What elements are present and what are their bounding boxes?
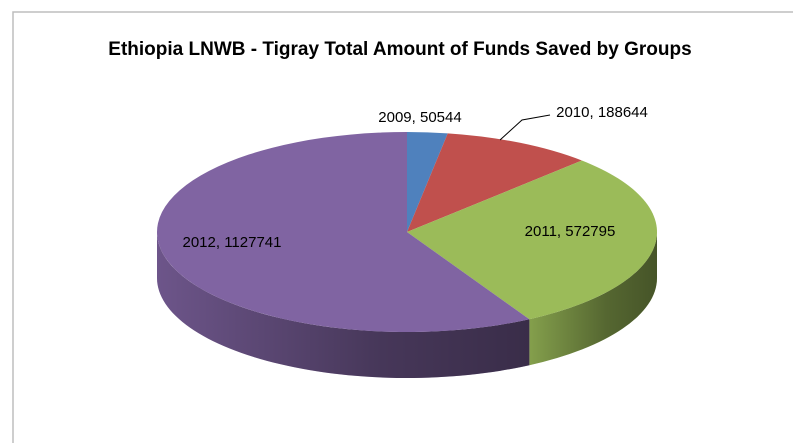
- pie-slice: [407, 160, 657, 320]
- pie-side-shade: [529, 232, 657, 366]
- pie-slice: [407, 132, 448, 232]
- data-label: 2009, 50544: [378, 109, 461, 126]
- chart-border: [12, 11, 793, 443]
- pie-side-shade: [157, 232, 530, 378]
- pie-slice: [157, 132, 530, 332]
- chart-title: Ethiopia LNWB - Tigray Total Amount of F…: [108, 39, 692, 60]
- data-label: 2010, 188644: [556, 104, 648, 121]
- data-label: 2012, 1127741: [183, 234, 282, 251]
- data-label: 2011, 572795: [525, 223, 616, 240]
- pie-slice: [407, 133, 582, 232]
- leader-line: [499, 114, 551, 141]
